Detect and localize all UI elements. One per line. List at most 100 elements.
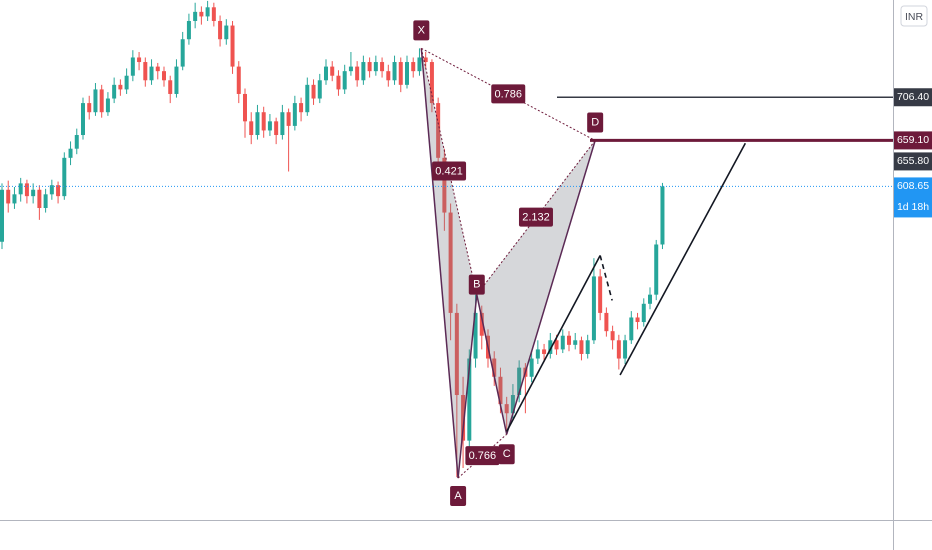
point-box xyxy=(498,444,515,465)
point-box xyxy=(468,274,485,295)
candle-body xyxy=(161,71,166,81)
point-label: A xyxy=(454,490,462,502)
last-price-tag xyxy=(894,177,932,218)
candle-body xyxy=(423,57,428,63)
trendline xyxy=(505,255,601,432)
candle-body xyxy=(224,25,229,40)
candle-body xyxy=(647,294,652,304)
candle-body xyxy=(367,62,372,72)
candle-body xyxy=(386,71,391,81)
candle-body xyxy=(348,66,353,72)
candle-body xyxy=(380,62,385,72)
candle-body xyxy=(560,335,565,350)
candle-body xyxy=(193,11,198,21)
ratio-box xyxy=(518,207,553,227)
candle-body xyxy=(623,340,628,359)
candle-body xyxy=(635,317,640,323)
candle-body xyxy=(99,89,104,113)
candle-body xyxy=(299,103,304,113)
candle-body xyxy=(342,71,347,90)
candle-body xyxy=(535,349,540,359)
candle-body xyxy=(467,358,472,441)
currency-box[interactable] xyxy=(900,5,928,27)
point-label: B xyxy=(473,279,480,291)
candle-body xyxy=(585,340,590,354)
candle-body xyxy=(548,340,553,354)
point-box xyxy=(413,20,430,41)
ratio-box xyxy=(465,446,500,466)
candle-body xyxy=(143,62,148,81)
candle-body xyxy=(404,62,409,85)
candle-body xyxy=(18,183,23,195)
price-tag xyxy=(894,131,932,150)
trendline-dash xyxy=(599,255,613,301)
ratio-label: 2.132 xyxy=(522,211,550,223)
point-label: D xyxy=(591,116,599,128)
candle-body xyxy=(336,75,341,90)
candle-body xyxy=(230,25,235,67)
candle-body xyxy=(124,75,129,90)
candle-body xyxy=(442,157,447,213)
candle-body xyxy=(591,276,596,341)
ratio-box xyxy=(491,84,526,104)
trendline xyxy=(619,142,747,376)
candle-body xyxy=(24,183,29,197)
candle-body xyxy=(37,189,42,208)
price-tag xyxy=(894,152,932,171)
point-box xyxy=(587,112,604,133)
price-tag-label: 659.10 xyxy=(897,134,929,146)
candle-body xyxy=(616,340,621,359)
candle-body xyxy=(436,103,441,158)
point-label: C xyxy=(503,448,511,460)
candle-body xyxy=(118,84,123,90)
candle-body xyxy=(517,367,522,396)
candle-body xyxy=(199,11,204,17)
pattern-leg xyxy=(505,140,596,435)
candle-body xyxy=(211,7,216,21)
countdown: 1d 18h xyxy=(897,201,929,213)
candle-body xyxy=(448,212,453,313)
pattern-leg xyxy=(476,294,508,435)
ratio-label: 0.421 xyxy=(435,165,463,177)
candle-body xyxy=(93,89,98,113)
candle-body xyxy=(31,189,36,197)
candle-body xyxy=(529,358,534,377)
candle-body xyxy=(361,62,366,81)
candle-body xyxy=(330,66,335,76)
candle-body xyxy=(74,135,79,149)
candle-body xyxy=(174,66,179,94)
candle-body xyxy=(6,189,11,204)
candle-body xyxy=(598,276,603,313)
candle-body xyxy=(137,57,142,63)
candle-body xyxy=(87,103,92,113)
ratio-box xyxy=(432,161,467,181)
candle-body xyxy=(12,194,17,204)
candle-body xyxy=(373,62,378,72)
candle-body xyxy=(43,194,48,208)
candle-body xyxy=(62,157,67,197)
candle-body xyxy=(305,84,310,113)
candle-body xyxy=(641,303,646,323)
candle-body xyxy=(317,80,322,99)
candle-body xyxy=(604,312,609,332)
candle-body xyxy=(186,20,191,40)
ratio-label: 0.786 xyxy=(494,88,522,100)
candle-body xyxy=(155,66,160,72)
candle-body xyxy=(218,20,223,40)
candle-body xyxy=(498,376,503,405)
candle-body xyxy=(280,112,285,136)
pattern-leg xyxy=(457,294,478,479)
candle-body xyxy=(579,340,584,354)
candle-body xyxy=(392,62,397,81)
candle-body xyxy=(610,331,615,341)
candle-body xyxy=(286,112,291,126)
candle-body xyxy=(267,121,272,131)
candle-body xyxy=(249,121,254,136)
candle-body xyxy=(566,335,571,345)
candle-body xyxy=(255,112,260,136)
candle-body xyxy=(56,185,61,197)
candle-body xyxy=(654,244,659,295)
candle-body xyxy=(554,340,559,350)
price-tag-label: 655.80 xyxy=(897,155,929,167)
